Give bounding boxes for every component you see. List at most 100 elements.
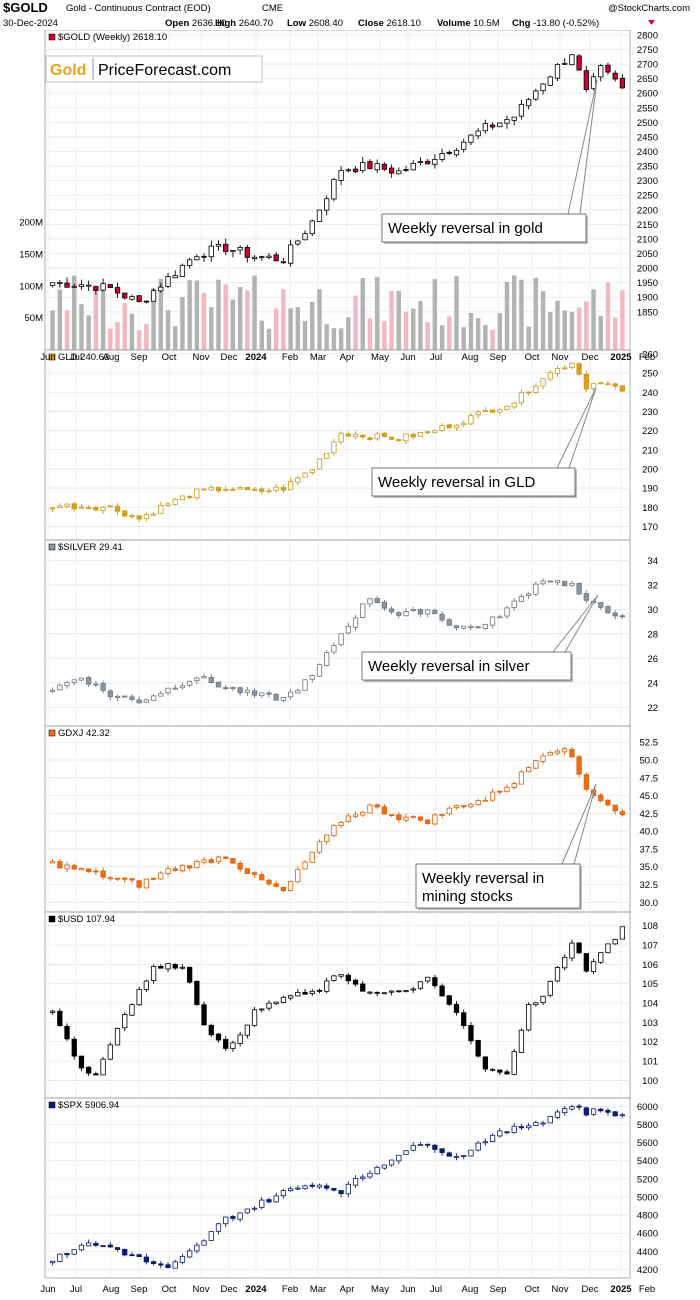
- volume-bar: [72, 275, 77, 350]
- candle: [287, 691, 294, 698]
- candle: [194, 677, 200, 682]
- x-tick-label: Feb: [639, 1284, 655, 1295]
- candle: [562, 580, 568, 587]
- candle: [576, 55, 582, 71]
- candle: [179, 264, 186, 277]
- candle: [367, 161, 373, 170]
- candle: [158, 693, 164, 697]
- volume-bar: [122, 303, 127, 350]
- logo-box: [45, 55, 263, 83]
- candle: [374, 433, 380, 440]
- candle: [266, 1199, 272, 1203]
- x-tick-label: Dec: [221, 352, 238, 363]
- candle: [569, 1106, 575, 1110]
- y-tick-label: 45.0: [640, 791, 659, 802]
- candle: [302, 679, 308, 691]
- volume-bar: [418, 301, 423, 350]
- candle: [598, 952, 604, 963]
- x-tick-label: Sep: [131, 1284, 148, 1295]
- x-tick-label: Mar: [310, 1284, 326, 1295]
- candle: [302, 472, 308, 478]
- panel-6: 4200 4400 4600 4800 5000 5200 5400 5600 5800 6000…: [44, 1097, 658, 1279]
- candle: [446, 995, 452, 1005]
- x-tick-label: 2024: [245, 352, 267, 363]
- candle: [453, 149, 460, 156]
- candle: [259, 1008, 265, 1011]
- header-symbol: $GOLD: [3, 0, 48, 15]
- volume-bar: [504, 281, 510, 350]
- candle: [158, 505, 164, 515]
- candle: [403, 990, 409, 992]
- candle: [396, 170, 402, 175]
- candle: [583, 774, 589, 790]
- candle: [612, 1111, 618, 1117]
- candle: [518, 103, 525, 117]
- y-tick-label: 200: [642, 464, 658, 475]
- candle: [605, 606, 611, 614]
- candle: [150, 965, 157, 981]
- candle: [57, 1010, 63, 1027]
- candle: [533, 760, 539, 769]
- candle: [259, 488, 265, 492]
- candle: [78, 1244, 85, 1251]
- candle: [381, 1164, 388, 1169]
- candle: [547, 1116, 553, 1124]
- y-tick-label: 2300: [637, 176, 658, 187]
- candle: [562, 63, 568, 65]
- y-tick-label: 37.5: [640, 844, 659, 855]
- volume-bar: [302, 321, 308, 350]
- candle: [461, 625, 467, 629]
- panel-legend: $SPX 5906.94: [58, 1100, 119, 1111]
- candle: [122, 695, 128, 698]
- candle: [468, 1149, 474, 1157]
- candle: [518, 596, 525, 602]
- candle: [244, 247, 250, 258]
- y-tick-label: 220: [642, 426, 658, 437]
- y-tick-label: 5800: [637, 1120, 658, 1131]
- candle: [461, 422, 467, 426]
- x-tick-label: Dec: [582, 1284, 599, 1295]
- candle: [338, 974, 344, 977]
- candle: [302, 233, 308, 241]
- y-tick-label: 2750: [637, 45, 658, 56]
- header-ohlc-item: Volume 10.5M: [437, 18, 500, 29]
- y-tick-label: 2500: [637, 118, 658, 129]
- candle: [525, 593, 532, 596]
- candle: [475, 411, 481, 416]
- candle: [590, 961, 597, 973]
- candle: [388, 1159, 395, 1166]
- candle: [453, 805, 460, 809]
- candle: [590, 76, 597, 89]
- candle: [388, 167, 395, 174]
- candle: [136, 880, 142, 888]
- candle: [187, 681, 193, 686]
- candle: [345, 815, 351, 822]
- volume-bar: [497, 313, 503, 350]
- volume-axis-label: 50M: [25, 313, 44, 324]
- candle: [324, 980, 330, 992]
- candle: [302, 861, 308, 870]
- candle: [57, 282, 63, 284]
- chart-area: 1850 1900 1950 2000 2050 2100 2150 2200 2250 2300…: [19, 30, 659, 1295]
- volume-bar: [483, 324, 488, 350]
- candle: [598, 602, 604, 608]
- candle: [432, 430, 438, 433]
- candle: [331, 645, 337, 653]
- candle: [547, 752, 553, 756]
- y-tick-label: 30: [647, 605, 658, 616]
- candle: [251, 489, 258, 491]
- x-tick-label: Feb: [282, 352, 298, 363]
- candle: [562, 956, 568, 969]
- volume-bar: [245, 290, 250, 350]
- candle: [287, 1188, 294, 1192]
- candle: [280, 1190, 287, 1197]
- candle: [504, 786, 510, 793]
- legend-swatch: [48, 1101, 56, 1109]
- candle: [71, 503, 77, 510]
- candle: [482, 799, 488, 802]
- volume-bar: [79, 304, 84, 350]
- header-date: 30-Dec-2024: [3, 18, 58, 29]
- candle: [360, 811, 366, 816]
- volume-bar: [237, 286, 243, 350]
- volume-bar: [151, 288, 156, 350]
